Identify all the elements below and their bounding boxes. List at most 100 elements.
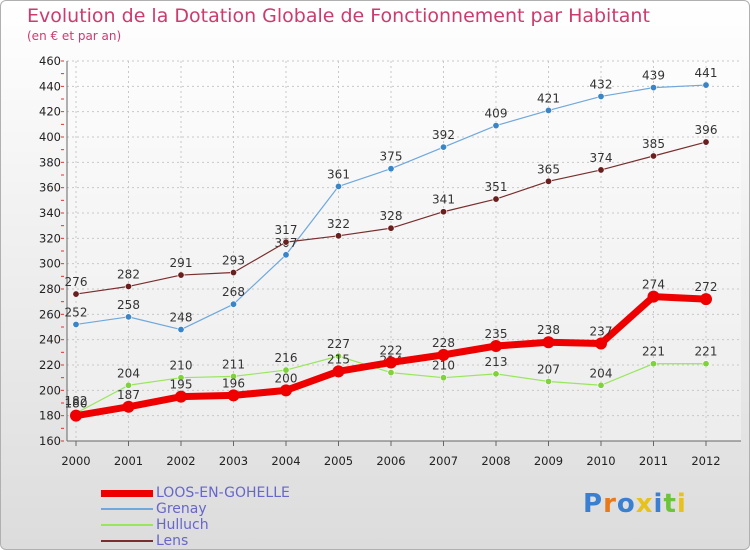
data-label-hulluch: 210 — [432, 359, 455, 373]
data-label-lens: 385 — [642, 137, 665, 151]
data-point-loos-en-gohelle — [385, 356, 397, 369]
data-label-lens: 365 — [537, 162, 560, 176]
data-point-grenay — [702, 81, 710, 89]
data-point-lens — [544, 177, 552, 185]
data-label-hulluch: 221 — [642, 345, 665, 359]
legend: LOOS-EN-GOHELLE Grenay Hulluch Lens — [101, 485, 361, 549]
y-tick-label: 240 — [39, 333, 61, 347]
y-tick-label: 380 — [39, 155, 61, 169]
data-point-grenay — [544, 106, 552, 114]
x-tick-label: 2005 — [324, 454, 353, 468]
legend-item-grenay: Grenay — [101, 501, 361, 517]
y-tick-label: 220 — [39, 358, 61, 372]
data-point-hulluch — [282, 366, 290, 374]
data-point-lens — [597, 166, 605, 174]
data-label-loos-en-gohelle: 238 — [537, 323, 560, 337]
data-point-loos-en-gohelle — [227, 389, 240, 402]
data-label-lens: 328 — [380, 209, 403, 223]
data-label-hulluch: 211 — [222, 357, 245, 371]
data-point-hulluch — [492, 370, 500, 378]
data-point-hulluch — [334, 352, 342, 360]
data-point-lens — [439, 208, 447, 216]
logo-letter: i — [653, 489, 664, 519]
data-label-hulluch: 216 — [275, 351, 298, 365]
data-point-grenay — [72, 320, 80, 328]
data-label-lens: 374 — [590, 151, 613, 165]
data-point-hulluch — [544, 377, 552, 385]
data-label-grenay: 432 — [590, 77, 613, 91]
x-tick-label: 2003 — [219, 454, 248, 468]
data-label-hulluch: 207 — [537, 362, 560, 376]
data-point-grenay — [649, 84, 657, 92]
data-label-lens: 351 — [485, 180, 508, 194]
legend-swatch — [101, 524, 153, 526]
data-label-grenay: 409 — [485, 107, 508, 121]
data-label-lens: 293 — [222, 254, 245, 268]
x-tick-label: 2009 — [534, 454, 563, 468]
data-label-loos-en-gohelle: 237 — [590, 324, 613, 338]
data-label-grenay: 268 — [222, 285, 245, 299]
data-point-lens — [72, 290, 80, 298]
data-point-grenay — [177, 326, 185, 334]
plot-area — [67, 61, 741, 441]
legend-item-lens: Lens — [101, 533, 361, 549]
legend-item-loos-en-gohelle: LOOS-EN-GOHELLE — [101, 485, 361, 501]
y-tick-label: 460 — [39, 54, 61, 68]
data-label-lens: 341 — [432, 193, 455, 207]
data-point-loos-en-gohelle — [332, 365, 345, 378]
legend-swatch — [101, 490, 153, 497]
data-point-loos-en-gohelle — [647, 290, 660, 303]
data-point-loos-en-gohelle — [595, 337, 607, 350]
data-label-grenay: 252 — [65, 305, 88, 319]
x-tick-label: 2002 — [166, 454, 195, 468]
data-label-grenay: 421 — [537, 91, 560, 105]
data-label-lens: 317 — [275, 223, 298, 237]
data-point-loos-en-gohelle — [175, 390, 187, 403]
data-label-grenay: 439 — [642, 69, 665, 83]
data-label-hulluch: 182 — [65, 394, 88, 408]
data-point-grenay — [334, 182, 342, 190]
data-label-hulluch: 210 — [170, 359, 193, 373]
x-tick-label: 2008 — [481, 454, 510, 468]
data-label-loos-en-gohelle: 274 — [642, 278, 665, 292]
data-point-loos-en-gohelle — [437, 348, 450, 361]
y-tick-label: 260 — [39, 307, 61, 321]
x-tick-label: 2010 — [586, 454, 615, 468]
data-point-hulluch — [597, 381, 605, 389]
data-point-hulluch — [649, 360, 657, 368]
proxiti-logo: Proxiti — [583, 489, 687, 519]
data-point-lens — [230, 269, 238, 277]
data-label-loos-en-gohelle: 222 — [380, 343, 403, 357]
data-point-lens — [334, 232, 342, 240]
data-point-grenay — [387, 165, 395, 173]
data-point-grenay — [439, 143, 447, 151]
y-tick-label: 320 — [39, 231, 61, 245]
logo-letter: P — [583, 489, 604, 519]
y-tick-label: 360 — [39, 181, 61, 195]
y-tick-label: 400 — [39, 130, 61, 144]
data-label-lens: 291 — [170, 256, 193, 270]
data-label-hulluch: 204 — [590, 366, 613, 380]
data-label-grenay: 441 — [695, 66, 718, 80]
data-point-lens — [387, 224, 395, 232]
data-label-loos-en-gohelle: 228 — [432, 336, 455, 350]
data-label-grenay: 248 — [170, 311, 193, 325]
legend-label: Lens — [156, 533, 189, 549]
x-tick-label: 2004 — [271, 454, 300, 468]
data-label-loos-en-gohelle: 195 — [170, 378, 193, 392]
data-point-lens — [177, 271, 185, 279]
data-point-hulluch — [125, 381, 133, 389]
data-label-loos-en-gohelle: 187 — [117, 388, 140, 402]
x-tick-label: 2012 — [691, 454, 720, 468]
data-point-loos-en-gohelle — [542, 336, 555, 349]
data-point-grenay — [597, 92, 605, 100]
y-tick-label: 280 — [39, 282, 61, 296]
logo-letter: i — [676, 489, 687, 519]
data-point-hulluch — [230, 372, 238, 380]
data-point-lens — [649, 152, 657, 160]
x-tick-label: 2007 — [429, 454, 458, 468]
x-tick-label: 2006 — [376, 454, 405, 468]
data-point-grenay — [282, 251, 290, 259]
data-label-loos-en-gohelle: 272 — [695, 280, 718, 294]
y-tick-label: 180 — [39, 409, 61, 423]
